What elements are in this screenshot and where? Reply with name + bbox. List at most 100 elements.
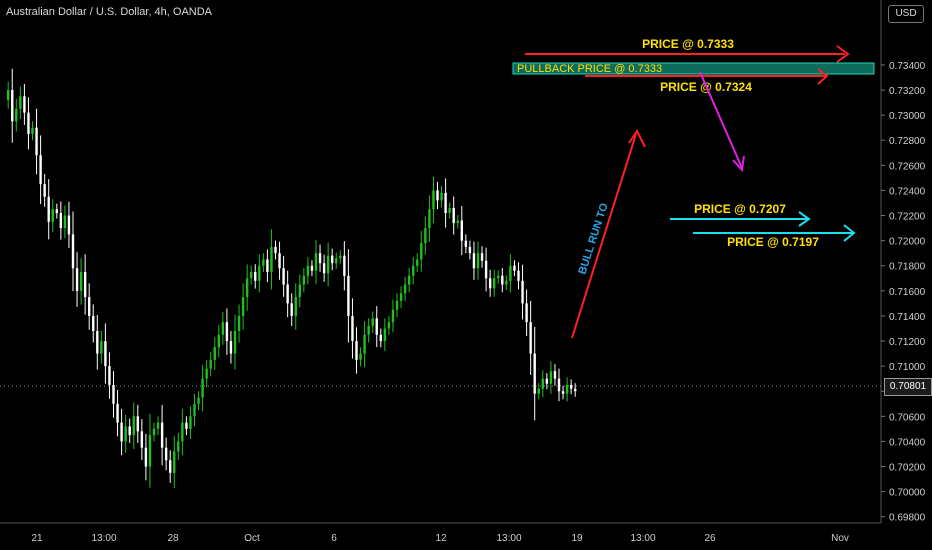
time-tick-label: 26 <box>704 533 716 544</box>
candle-up <box>505 280 508 285</box>
price-axis: 0.73400 0.73200 0.73000 0.72800 0.72600 0.724… <box>881 61 926 524</box>
candle-down <box>128 426 131 436</box>
candle-down <box>322 263 326 274</box>
candle-down <box>375 318 378 335</box>
candle-down <box>468 246 472 254</box>
candle-up <box>31 127 34 134</box>
candle-down <box>266 259 269 272</box>
price-tick-label: 0.73400 <box>889 61 926 72</box>
time-tick-label: 28 <box>167 533 179 544</box>
time-tick-label: 21 <box>31 533 43 544</box>
candle-up <box>205 368 208 379</box>
candle-down <box>525 303 528 323</box>
candle-down <box>136 416 139 432</box>
candle-up <box>407 275 411 285</box>
currency-button[interactable]: USD <box>888 5 924 23</box>
cyan-arrow-1-head <box>798 211 811 227</box>
candle-down <box>574 388 577 392</box>
candle-down <box>557 378 561 392</box>
candle-up <box>335 258 338 264</box>
price-tick-label: 0.72200 <box>889 212 926 223</box>
candle-up <box>245 278 249 298</box>
candle-up <box>233 330 237 354</box>
candle-up <box>177 441 180 452</box>
candle-down <box>484 260 488 279</box>
candle-down <box>318 253 322 264</box>
price-tick-label: 0.73200 <box>889 86 926 97</box>
candle-up <box>440 192 443 201</box>
candle-down <box>501 275 504 285</box>
candle-up <box>298 284 301 298</box>
candle-up <box>152 428 156 436</box>
price-tick-label: 0.71000 <box>889 362 926 373</box>
cyan-arrow-2-head <box>843 224 856 242</box>
bull-run-arrow-head <box>628 129 646 148</box>
candle-up <box>262 259 265 266</box>
price-tick-label: 0.70200 <box>889 463 926 474</box>
candle-down <box>343 255 346 276</box>
candle-down <box>533 353 536 394</box>
candle-up <box>395 300 399 310</box>
time-tick-label: 12 <box>435 533 447 544</box>
candle-up <box>416 259 419 266</box>
candle-down <box>88 297 91 316</box>
price-tick-label: 0.71800 <box>889 262 926 273</box>
candle-down <box>355 341 358 360</box>
red-arrow-2-head <box>817 68 829 85</box>
candle-up <box>201 378 204 398</box>
candle-up <box>391 309 395 323</box>
candle-down <box>164 447 168 461</box>
candle-up <box>412 265 415 276</box>
candle-down <box>310 265 314 271</box>
candle-up <box>156 422 160 429</box>
chart-title: Australian Dollar / U.S. Dollar, 4h, OAN… <box>6 6 213 18</box>
magenta-arrow <box>699 71 743 169</box>
candle-down <box>140 431 144 448</box>
candle-down <box>460 220 463 241</box>
candle-up <box>383 328 387 342</box>
candle-up <box>314 253 318 271</box>
candle-up <box>493 278 496 289</box>
label-price-7197: PRICE @ 0.7197 <box>727 235 819 249</box>
candle-down <box>144 447 148 467</box>
candle-up <box>100 341 103 354</box>
candle-down <box>436 190 439 201</box>
candle-down <box>55 209 58 214</box>
current-price-tag: 0.70801 <box>884 378 932 396</box>
candle-up <box>456 220 459 224</box>
red-arrow-1-head <box>836 45 850 63</box>
time-axis: 21 13:00 28 Oct 6 12 13:00 19 13:00 26 Nov <box>31 533 848 544</box>
candle-down <box>39 155 42 185</box>
candle-down <box>545 378 549 384</box>
candle-up <box>294 297 297 316</box>
candle-down <box>254 272 257 281</box>
time-tick-label: 13:00 <box>91 533 116 544</box>
candle-up <box>217 334 220 348</box>
candle-up <box>51 209 54 222</box>
price-tick-label: 0.72800 <box>889 136 926 147</box>
label-price-7333: PRICE @ 0.7333 <box>642 37 734 51</box>
candle-down <box>104 341 107 367</box>
candle-down <box>553 371 557 379</box>
candle-up <box>509 265 512 281</box>
candle-up <box>302 275 306 285</box>
candle-down <box>27 112 30 134</box>
price-tick-label: 0.72400 <box>889 186 926 197</box>
time-tick-label: 19 <box>571 533 583 544</box>
candle-down <box>521 280 524 304</box>
candle-up <box>63 215 67 229</box>
candle-down <box>23 96 26 113</box>
candle-down <box>108 366 111 385</box>
candle-up <box>367 325 370 335</box>
candle-up <box>7 90 10 101</box>
time-tick-label: 6 <box>331 533 337 544</box>
candle-down <box>120 422 123 442</box>
candle-down <box>290 303 293 316</box>
candle-down <box>282 268 285 285</box>
time-tick-label: Nov <box>831 533 849 544</box>
candle-down <box>452 207 455 224</box>
price-tick-label: 0.70400 <box>889 437 926 448</box>
candle-down <box>488 278 492 289</box>
candle-down <box>67 215 71 235</box>
